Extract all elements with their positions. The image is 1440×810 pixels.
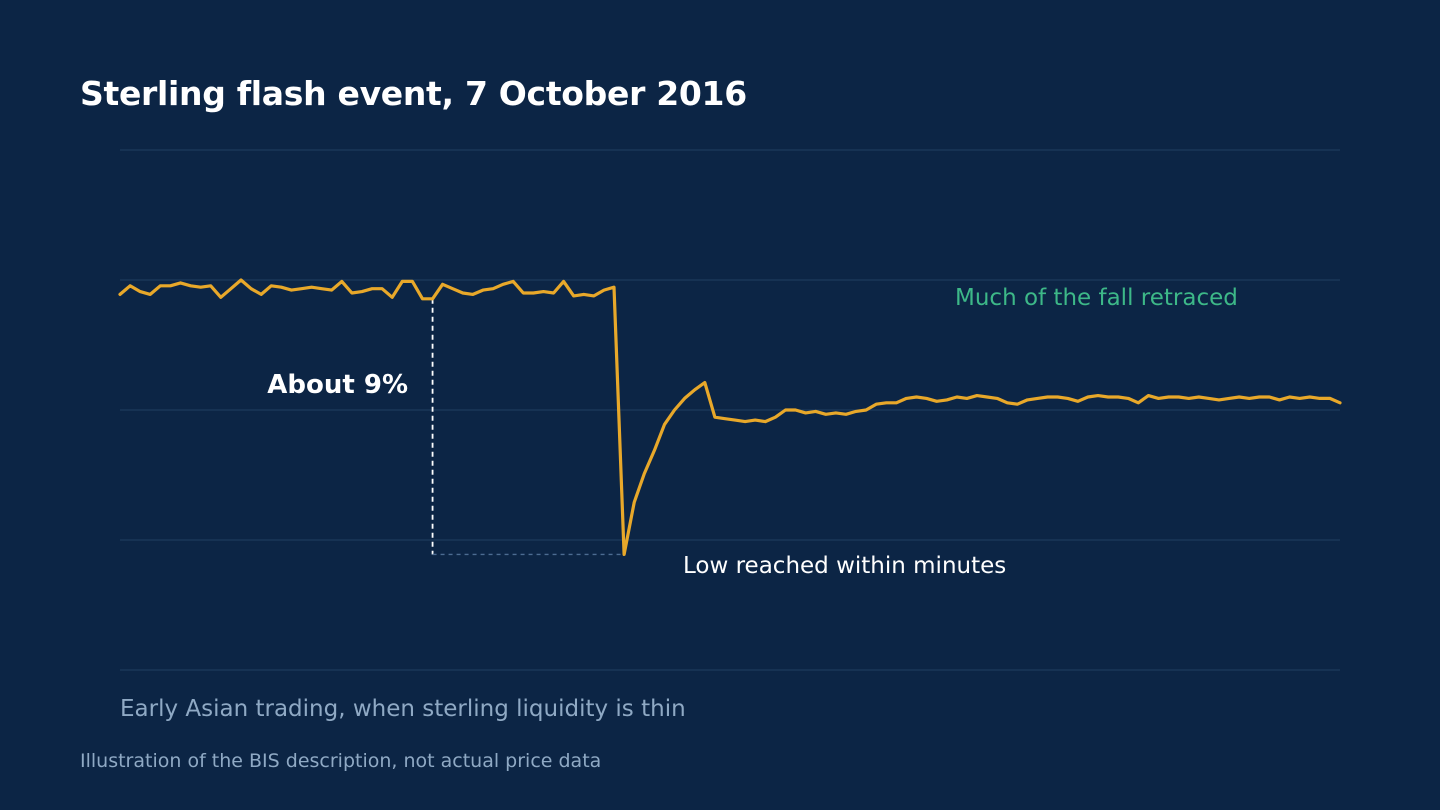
annotation-guides (431, 298, 625, 556)
chart-caption: Early Asian trading, when sterling liqui… (120, 696, 686, 722)
chart-title: Sterling flash event, 7 October 2016 (80, 74, 747, 113)
retrace-annotation-label: Much of the fall retraced (955, 285, 1238, 311)
gridlines (120, 149, 1340, 671)
low-annotation-label: Low reached within minutes (683, 553, 1006, 579)
drop-annotation-label: About 9% (267, 370, 408, 400)
chart-footnote: Illustration of the BIS description, not… (80, 750, 602, 772)
series-line (118, 278, 1342, 557)
